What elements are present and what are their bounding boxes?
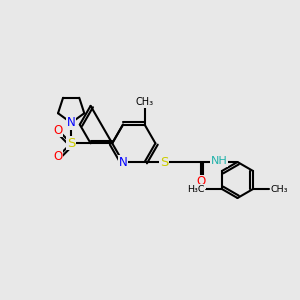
- Text: O: O: [54, 124, 63, 137]
- Text: CH₃: CH₃: [271, 184, 288, 194]
- Text: S: S: [160, 155, 168, 169]
- Text: N: N: [67, 116, 76, 129]
- Text: O: O: [54, 150, 63, 163]
- Text: CH₃: CH₃: [136, 97, 154, 107]
- Text: H₃C: H₃C: [187, 184, 204, 194]
- Text: NH: NH: [211, 156, 227, 167]
- Text: S: S: [67, 137, 75, 150]
- Text: N: N: [118, 155, 127, 169]
- Text: O: O: [196, 175, 206, 188]
